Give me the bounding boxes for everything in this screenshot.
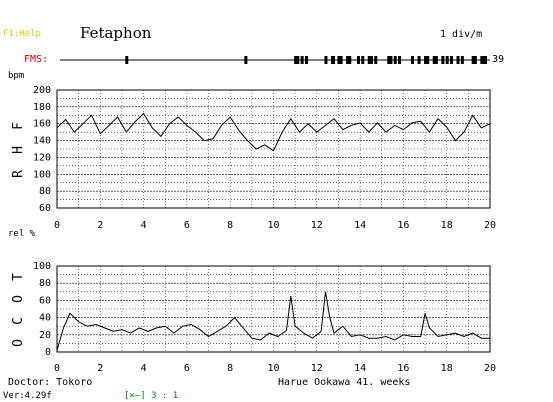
fms-mark [346, 56, 350, 64]
fhr-panel: 60 80 100 120 140 160 180 200 0 2 4 6 8 10 12 14 16 18 20 F… [11, 85, 496, 231]
y-tick-label: 180 [33, 102, 51, 113]
fms-mark [125, 56, 129, 64]
y-tick-label: 120 [33, 152, 51, 163]
axis-title-letter: F [11, 122, 26, 130]
x-tick-label: 14 [354, 220, 366, 231]
fms-mark [473, 56, 477, 64]
x-tick-label: 8 [227, 363, 233, 374]
x-tick-label: 8 [227, 220, 233, 231]
fms-mark [393, 56, 397, 64]
fms-mark [445, 56, 449, 64]
doctor-label: Doctor: Tokoro [8, 377, 93, 388]
fms-mark [337, 56, 341, 64]
fms-mark [411, 56, 415, 64]
fms-mark [367, 56, 371, 64]
x-tick-label: 16 [397, 363, 409, 374]
y-tick-label: 200 [33, 85, 51, 96]
y-tick-label: 60 [39, 203, 51, 214]
x-tick-label: 0 [54, 220, 60, 231]
fms-mark [471, 56, 475, 64]
fms-mark [294, 56, 298, 64]
toco-unit-label: rel % [8, 229, 36, 239]
x-tick-label: 20 [484, 220, 496, 231]
x-tick-label: 2 [97, 220, 103, 231]
fms-mark [296, 56, 300, 64]
x-tick-label: 14 [354, 363, 366, 374]
time-scale-label: 1 div/m [440, 29, 483, 40]
fms-mark [304, 56, 308, 64]
fms-mark [244, 56, 248, 64]
y-tick-label: 140 [33, 136, 51, 147]
fms-label: FMS: [24, 54, 49, 65]
y-tick-label: 40 [39, 313, 51, 324]
y-tick-label: 0 [45, 347, 51, 358]
x-tick-label: 0 [54, 363, 60, 374]
x-tick-label: 2 [97, 363, 103, 374]
y-tick-label: 60 [39, 295, 51, 306]
y-tick-label: 160 [33, 119, 51, 130]
fms-mark [374, 56, 378, 64]
y-tick-label: 100 [33, 261, 51, 272]
fms-mark [417, 56, 421, 64]
fms-mark [426, 56, 430, 64]
fhr-unit-label: bpm [8, 71, 25, 81]
y-tick-label: 100 [33, 169, 51, 180]
fms-strip [60, 56, 490, 64]
y-tick-label: 80 [39, 186, 51, 197]
axis-title-letter: O [11, 295, 26, 303]
fms-mark [441, 56, 445, 64]
fms-mark [480, 56, 484, 64]
x-tick-label: 6 [184, 220, 190, 231]
axis-title-letter: R [11, 170, 26, 178]
x-tick-label: 18 [441, 220, 453, 231]
axis-title-letter: O [11, 339, 26, 347]
fms-mark [450, 56, 454, 64]
axis-title-letter: H [11, 146, 26, 154]
x-tick-label: 4 [141, 363, 147, 374]
x-tick-label: 18 [441, 363, 453, 374]
fms-mark [460, 56, 464, 64]
y-tick-label: 20 [39, 330, 51, 341]
fms-mark [300, 56, 304, 64]
toco-trace [56, 291, 490, 351]
x-tick-label: 16 [397, 220, 409, 231]
fms-mark [324, 56, 328, 64]
fms-mark [339, 56, 343, 64]
x-tick-label: 12 [311, 220, 323, 231]
fms-mark [332, 56, 336, 64]
app-title: Fetaphon [80, 24, 152, 42]
fms-end-mark [483, 56, 487, 64]
fms-count: 39 [492, 54, 505, 65]
x-tick-label: 4 [141, 220, 147, 231]
fms-mark [432, 56, 436, 64]
x-tick-label: 10 [267, 220, 279, 231]
x-tick-label: 6 [184, 363, 190, 374]
patient-info: Harue Ookawa 41. weeks [278, 377, 411, 388]
toco-panel: 0 20 40 60 80 100 0 2 4 6 8 10 12 14 16 18 20 T O C O [11, 261, 496, 374]
x-tick-label: 12 [311, 363, 323, 374]
fms-mark [348, 56, 352, 64]
fms-mark [387, 56, 391, 64]
version-label: Ver:4.29f [3, 391, 52, 401]
fhr-trace [56, 112, 491, 152]
fms-mark [369, 56, 373, 64]
fms-mark [424, 56, 428, 64]
fms-mark [361, 56, 365, 64]
help-hint[interactable]: F1:Help [3, 29, 41, 39]
fms-mark [389, 56, 393, 64]
x-tick-label: 20 [484, 363, 496, 374]
axis-title-letter: T [11, 273, 26, 281]
axis-title-letter: C [11, 317, 26, 325]
y-tick-label: 80 [39, 278, 51, 289]
fms-mark [356, 56, 360, 64]
page-nav-control[interactable]: [×—] 3 : 1 [124, 391, 179, 401]
x-tick-label: 10 [267, 363, 279, 374]
fms-mark [456, 56, 460, 64]
fms-mark [398, 56, 402, 64]
fms-mark [434, 56, 438, 64]
